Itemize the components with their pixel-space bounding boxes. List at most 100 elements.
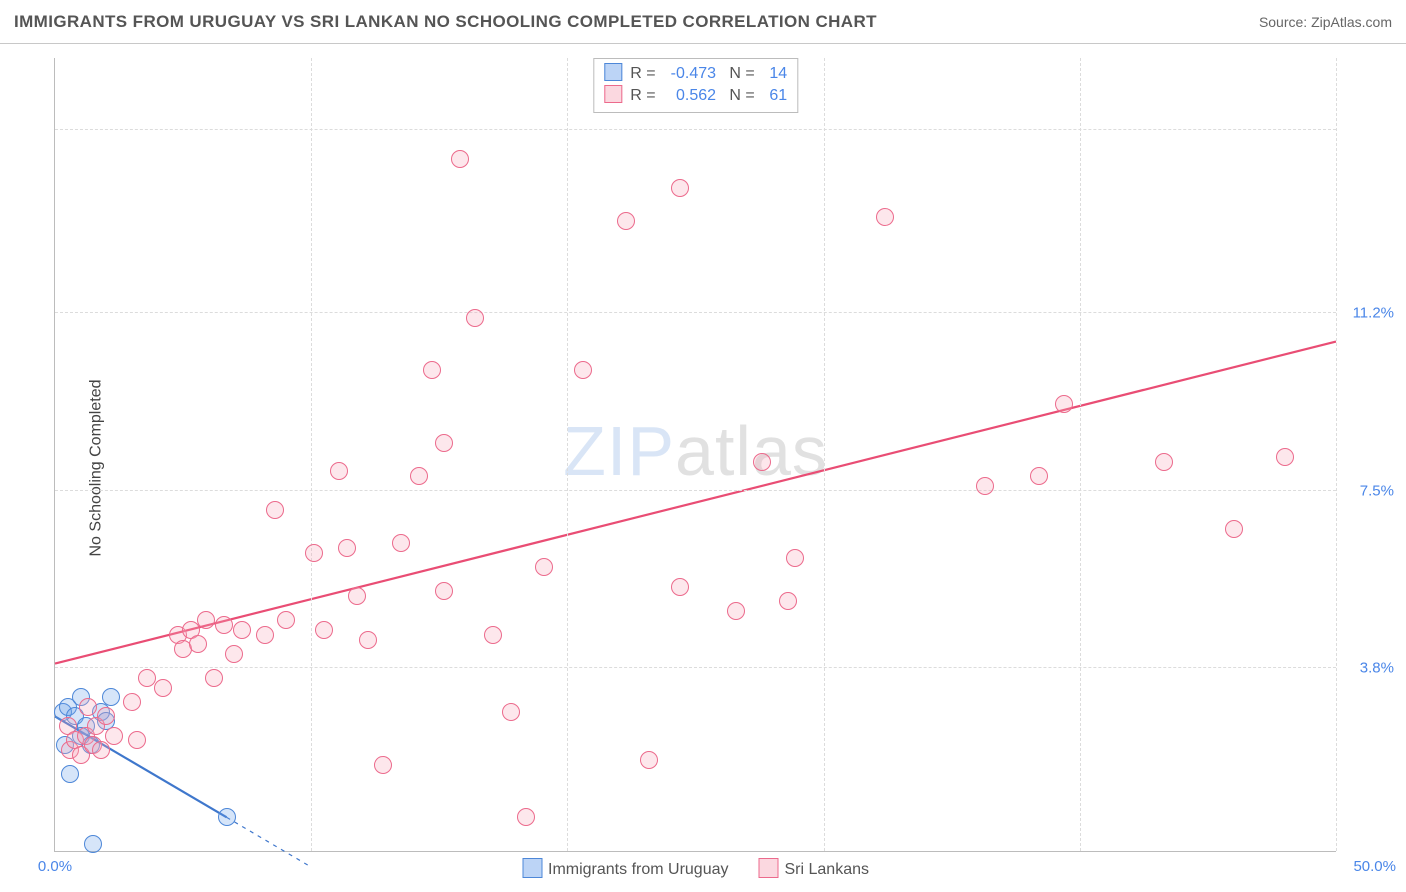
source-value: ZipAtlas.com: [1311, 14, 1392, 30]
scatter-point-srilankan: [410, 467, 428, 485]
y-tick-label: 7.5%: [1360, 482, 1394, 499]
gridline-v: [824, 58, 825, 851]
stats-N-uruguay: 14: [759, 63, 787, 85]
trendline-srilankan: [55, 342, 1336, 664]
scatter-point-srilankan: [392, 534, 410, 552]
x-tick-label: 50.0%: [1353, 858, 1396, 875]
stats-N-srilankan: 61: [759, 85, 787, 107]
trendline-dash-uruguay: [227, 817, 312, 867]
gridline-h: [55, 312, 1336, 313]
scatter-point-srilankan: [976, 477, 994, 495]
legend-label-srilankan: Sri Lankans: [785, 861, 870, 878]
scatter-point-srilankan: [348, 587, 366, 605]
scatter-point-srilankan: [233, 621, 251, 639]
scatter-point-srilankan: [256, 626, 274, 644]
scatter-point-srilankan: [1155, 453, 1173, 471]
scatter-point-srilankan: [215, 616, 233, 634]
scatter-point-uruguay: [218, 808, 236, 826]
y-tick-label: 3.8%: [1360, 660, 1394, 677]
scatter-point-srilankan: [266, 501, 284, 519]
plot-area: ZIPatlas R = -0.473 N = 14 R = 0.562 N =…: [54, 58, 1336, 852]
scatter-point-srilankan: [197, 611, 215, 629]
scatter-point-uruguay: [102, 688, 120, 706]
scatter-point-srilankan: [128, 731, 146, 749]
scatter-point-srilankan: [92, 741, 110, 759]
scatter-point-srilankan: [338, 539, 356, 557]
watermark: ZIPatlas: [563, 411, 828, 491]
scatter-point-srilankan: [1030, 467, 1048, 485]
scatter-point-srilankan: [123, 693, 141, 711]
watermark-bold: ZIP: [563, 412, 675, 490]
scatter-point-srilankan: [753, 453, 771, 471]
scatter-point-uruguay: [84, 835, 102, 853]
scatter-point-srilankan: [277, 611, 295, 629]
scatter-point-srilankan: [484, 626, 502, 644]
scatter-point-srilankan: [640, 751, 658, 769]
plot-container: No Schooling Completed ZIPatlas R = -0.4…: [0, 44, 1406, 892]
scatter-point-srilankan: [435, 434, 453, 452]
stats-R-label: R =: [630, 65, 655, 82]
stats-R-uruguay: -0.473: [660, 63, 716, 85]
scatter-point-srilankan: [374, 756, 392, 774]
scatter-point-srilankan: [1276, 448, 1294, 466]
stats-N-label: N =: [729, 87, 754, 104]
scatter-point-srilankan: [617, 212, 635, 230]
scatter-point-srilankan: [189, 635, 207, 653]
scatter-point-srilankan: [671, 578, 689, 596]
correlation-stats-box: R = -0.473 N = 14 R = 0.562 N = 61: [593, 58, 798, 113]
scatter-point-srilankan: [435, 582, 453, 600]
legend-item-uruguay: Immigrants from Uruguay: [522, 858, 729, 879]
scatter-point-srilankan: [154, 679, 172, 697]
scatter-point-srilankan: [786, 549, 804, 567]
stats-N-label: N =: [729, 65, 754, 82]
scatter-point-uruguay: [61, 765, 79, 783]
source-attribution: Source: ZipAtlas.com: [1259, 14, 1392, 30]
stats-R-label: R =: [630, 87, 655, 104]
scatter-point-srilankan: [671, 179, 689, 197]
scatter-point-srilankan: [517, 808, 535, 826]
scatter-point-srilankan: [502, 703, 520, 721]
trendlines-layer: [55, 58, 1336, 851]
gridline-h: [55, 667, 1336, 668]
scatter-point-srilankan: [225, 645, 243, 663]
bottom-legend: Immigrants from Uruguay Sri Lankans: [522, 858, 869, 879]
scatter-point-srilankan: [1055, 395, 1073, 413]
scatter-point-srilankan: [305, 544, 323, 562]
y-tick-label: 11.2%: [1353, 304, 1394, 321]
scatter-point-srilankan: [97, 707, 115, 725]
scatter-point-srilankan: [423, 361, 441, 379]
scatter-point-srilankan: [1225, 520, 1243, 538]
gridline-v: [1336, 58, 1337, 851]
swatch-srilankan: [604, 85, 622, 103]
legend-swatch-srilankan: [759, 858, 779, 878]
scatter-point-srilankan: [315, 621, 333, 639]
scatter-point-srilankan: [79, 698, 97, 716]
x-tick-label: 0.0%: [38, 858, 72, 875]
stats-row-srilankan: R = 0.562 N = 61: [604, 85, 787, 107]
watermark-light: atlas: [675, 412, 828, 490]
source-label: Source:: [1259, 14, 1307, 30]
legend-label-uruguay: Immigrants from Uruguay: [548, 861, 729, 878]
gridline-h: [55, 129, 1336, 130]
scatter-point-srilankan: [535, 558, 553, 576]
stats-R-srilankan: 0.562: [660, 85, 716, 107]
stats-row-uruguay: R = -0.473 N = 14: [604, 63, 787, 85]
scatter-point-srilankan: [574, 361, 592, 379]
scatter-point-srilankan: [359, 631, 377, 649]
scatter-point-srilankan: [451, 150, 469, 168]
scatter-point-srilankan: [205, 669, 223, 687]
legend-item-srilankan: Sri Lankans: [759, 858, 870, 879]
chart-header: IMMIGRANTS FROM URUGUAY VS SRI LANKAN NO…: [0, 0, 1406, 44]
scatter-point-srilankan: [876, 208, 894, 226]
gridline-v: [567, 58, 568, 851]
legend-swatch-uruguay: [522, 858, 542, 878]
scatter-point-srilankan: [727, 602, 745, 620]
gridline-v: [311, 58, 312, 851]
gridline-h: [55, 490, 1336, 491]
swatch-uruguay: [604, 63, 622, 81]
scatter-point-srilankan: [466, 309, 484, 327]
scatter-point-srilankan: [105, 727, 123, 745]
chart-title: IMMIGRANTS FROM URUGUAY VS SRI LANKAN NO…: [14, 12, 877, 32]
scatter-point-srilankan: [330, 462, 348, 480]
scatter-point-srilankan: [779, 592, 797, 610]
